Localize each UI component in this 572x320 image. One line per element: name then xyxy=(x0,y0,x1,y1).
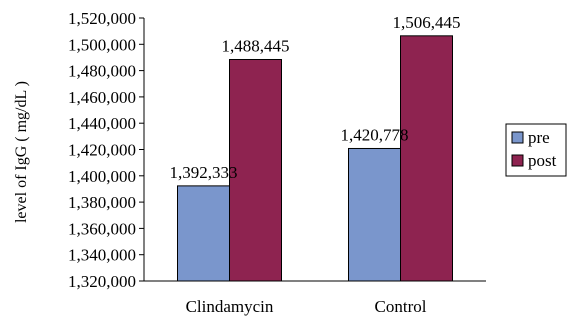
y-axis-title: level of IgG ( mg/dL ) xyxy=(13,81,30,223)
data-label-pre-control: 1,420,778 xyxy=(341,125,409,144)
y-tick-label: 1,360,000 xyxy=(68,219,136,238)
y-tick-label: 1,460,000 xyxy=(68,88,136,107)
data-labels: 1,392,333 1,488,445 1,420,778 1,506,445 xyxy=(170,13,461,182)
legend: pre post xyxy=(505,123,567,177)
data-label-post-clindamycin: 1,488,445 xyxy=(222,36,290,55)
bar-pre-clindamycin xyxy=(177,185,230,282)
axes xyxy=(143,18,486,282)
y-tick-label: 1,380,000 xyxy=(68,193,136,212)
y-axis-ticks: 1,320,000 1,340,000 1,360,000 1,380,000 1,40… xyxy=(68,9,144,291)
y-tick-label: 1,420,000 xyxy=(68,141,136,160)
bars xyxy=(177,35,453,282)
data-label-post-control: 1,506,445 xyxy=(393,13,461,32)
x-category-label: Clindamycin xyxy=(186,297,274,316)
y-tick-label: 1,520,000 xyxy=(68,9,136,28)
x-axis-labels: Clindamycin Control xyxy=(186,297,427,316)
bar-post-clindamycin xyxy=(229,58,282,282)
y-tick-label: 1,500,000 xyxy=(68,35,136,54)
y-tick-label: 1,340,000 xyxy=(68,246,136,265)
data-label-pre-clindamycin: 1,392,333 xyxy=(170,163,238,182)
y-tick-label: 1,480,000 xyxy=(68,62,136,81)
y-tick-label: 1,440,000 xyxy=(68,114,136,133)
bar-post-control xyxy=(400,35,453,282)
legend-swatch-pre xyxy=(511,131,524,144)
legend-swatch-post xyxy=(511,154,524,167)
bar-pre-control xyxy=(348,147,401,282)
legend-label-post: post xyxy=(528,151,557,170)
y-axis-title-group: level of IgG ( mg/dL ) xyxy=(13,81,30,223)
x-category-label: Control xyxy=(375,297,427,316)
y-tick-label: 1,320,000 xyxy=(68,272,136,291)
legend-label-pre: pre xyxy=(528,128,550,147)
y-tick-label: 1,400,000 xyxy=(68,167,136,186)
